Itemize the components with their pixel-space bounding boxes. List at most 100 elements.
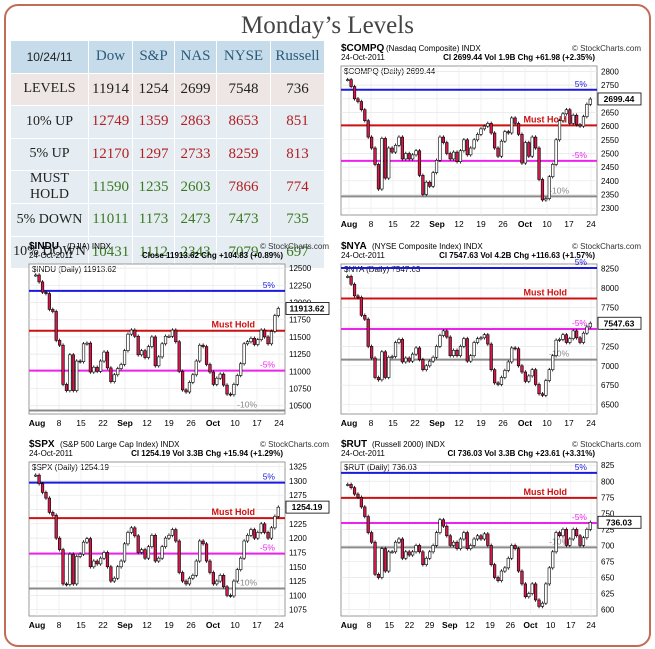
- candle-body: [431, 356, 435, 362]
- row-value: 2603: [174, 170, 217, 204]
- candle-body: [434, 532, 439, 546]
- x-tick-label: 10: [542, 418, 552, 428]
- candle-body: [585, 326, 589, 334]
- x-tick-label: 10: [546, 620, 556, 630]
- level-label: Must Hold: [524, 288, 568, 298]
- candle-body: [421, 359, 425, 370]
- last-price-box: [597, 316, 642, 330]
- chart-brand: © StockCharts.com: [260, 242, 329, 251]
- chart-name: (DJIA) INDX: [67, 242, 112, 251]
- table-row: 5% UP 12170 1297 2733 8259 813: [10, 137, 325, 171]
- candle-body: [496, 577, 500, 582]
- level-label: -5%: [260, 543, 276, 553]
- candle-body: [71, 553, 75, 585]
- candle-body: [366, 120, 370, 138]
- candle-body: [249, 338, 253, 343]
- row-value: 7548: [216, 72, 271, 106]
- candle-body: [44, 291, 48, 294]
- candle-body: [513, 545, 517, 549]
- candle-body: [273, 516, 277, 529]
- candle-body: [530, 136, 534, 157]
- candle-body: [242, 343, 246, 365]
- candle-body: [438, 136, 442, 161]
- candle-body: [150, 336, 154, 347]
- candle-body: [493, 132, 497, 149]
- y-tick-label: 1175: [289, 548, 307, 557]
- candle-body: [383, 351, 387, 378]
- candle-body: [472, 538, 476, 546]
- x-tick-label: 26: [186, 620, 196, 630]
- plot-area: [340, 461, 598, 617]
- candle-body: [486, 533, 490, 546]
- candle-body: [356, 295, 360, 298]
- x-tick-label: 15: [76, 418, 86, 428]
- x-tick-label: 19: [476, 418, 486, 428]
- level-label: -10%: [237, 399, 257, 409]
- table-row: LEVELS 11914 1254 2699 7548 736: [10, 72, 325, 106]
- candle-body: [400, 136, 404, 160]
- candle-body: [370, 532, 374, 543]
- y-tick-label: 2500: [601, 149, 619, 158]
- candle-body: [88, 342, 92, 373]
- x-tick-label: 22: [410, 418, 420, 428]
- candle-body: [349, 484, 353, 488]
- candle-body: [112, 374, 116, 382]
- candle-body: [493, 564, 497, 578]
- candle-body: [534, 369, 538, 385]
- level-label: -10%: [237, 578, 257, 588]
- candle-body: [71, 354, 75, 391]
- candle-body: [458, 346, 463, 357]
- candle-body: [167, 534, 171, 539]
- candle-body: [153, 336, 157, 367]
- x-tick-label: 17: [564, 418, 574, 428]
- plot-area: [340, 65, 598, 216]
- candle-body: [370, 346, 374, 359]
- candle-body: [571, 114, 575, 124]
- candle-body: [571, 330, 575, 339]
- chart-legend: $NYA (Daily) 7547.63: [344, 265, 421, 274]
- candle-body: [513, 347, 517, 350]
- y-tick-label: 7750: [601, 304, 619, 313]
- candle-body: [222, 373, 226, 386]
- chart-brand: © StockCharts.com: [260, 440, 329, 449]
- candle-body: [469, 147, 473, 156]
- candle-body: [441, 519, 445, 527]
- candle-body: [122, 543, 127, 562]
- candle-body: [547, 369, 551, 381]
- candle-body: [380, 138, 384, 190]
- candle-body: [434, 160, 439, 173]
- row-label: 10% UP: [10, 105, 89, 139]
- y-tick-label: 700: [601, 541, 615, 550]
- chart-name: (Nasdaq Composite) INDX: [386, 44, 481, 53]
- candle-body: [174, 329, 178, 343]
- candle-body: [431, 545, 435, 553]
- last-price-label: 11913.62: [290, 303, 325, 313]
- last-price-box: [285, 302, 330, 315]
- candle-body: [245, 341, 250, 345]
- candle-body: [263, 329, 267, 338]
- candle-body: [438, 519, 442, 533]
- candle-body: [581, 537, 586, 546]
- candle-body: [256, 339, 260, 345]
- candle-body: [527, 375, 531, 382]
- candle-body: [557, 339, 562, 341]
- row-value: 2733: [174, 137, 217, 171]
- candle-body: [187, 577, 192, 585]
- chart-brand: © StockCharts.com: [572, 440, 641, 449]
- candle-body: [479, 128, 483, 135]
- x-tick-label: 19: [476, 219, 486, 229]
- candle-body: [222, 575, 226, 588]
- x-tick-label: 26: [186, 418, 196, 428]
- candle-body: [475, 338, 480, 343]
- candle-body: [438, 335, 442, 347]
- x-tick-label: 24: [586, 219, 596, 229]
- candle-body: [458, 538, 463, 549]
- y-tick-label: 2650: [601, 108, 619, 117]
- candle-body: [64, 583, 69, 586]
- chart-date: 24-Oct-2011: [29, 251, 73, 260]
- candle-body: [184, 389, 188, 393]
- x-tick-label: Aug: [341, 620, 358, 630]
- candle-body: [411, 154, 415, 160]
- candle-body: [40, 483, 45, 493]
- candle-body: [424, 365, 428, 370]
